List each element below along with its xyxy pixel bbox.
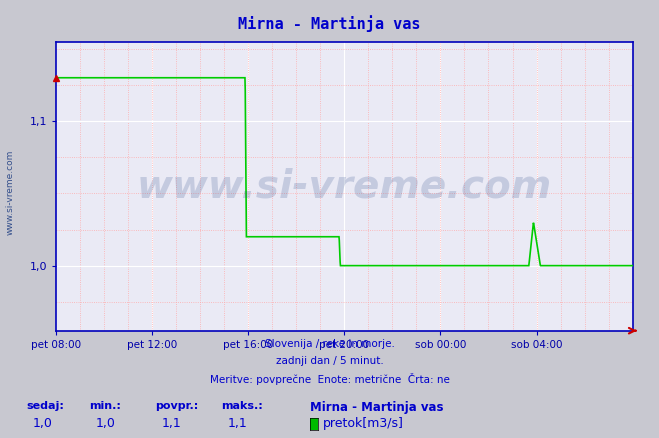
Text: sedaj:: sedaj: (26, 401, 64, 411)
Text: www.si-vreme.com: www.si-vreme.com (5, 150, 14, 235)
Text: www.si-vreme.com: www.si-vreme.com (136, 167, 552, 205)
Text: 1,0: 1,0 (33, 417, 53, 430)
Text: Meritve: povprečne  Enote: metrične  Črta: ne: Meritve: povprečne Enote: metrične Črta:… (210, 373, 449, 385)
Text: zadnji dan / 5 minut.: zadnji dan / 5 minut. (275, 356, 384, 366)
Text: povpr.:: povpr.: (155, 401, 198, 411)
Text: 1,1: 1,1 (161, 417, 181, 430)
Text: Mirna - Martinja vas: Mirna - Martinja vas (310, 401, 444, 414)
Text: Mirna - Martinja vas: Mirna - Martinja vas (239, 15, 420, 32)
Text: Slovenija / reke in morje.: Slovenija / reke in morje. (264, 339, 395, 350)
Text: pretok[m3/s]: pretok[m3/s] (323, 417, 404, 430)
Text: 1,0: 1,0 (96, 417, 115, 430)
Text: maks.:: maks.: (221, 401, 262, 411)
Text: 1,1: 1,1 (227, 417, 247, 430)
Text: min.:: min.: (89, 401, 121, 411)
